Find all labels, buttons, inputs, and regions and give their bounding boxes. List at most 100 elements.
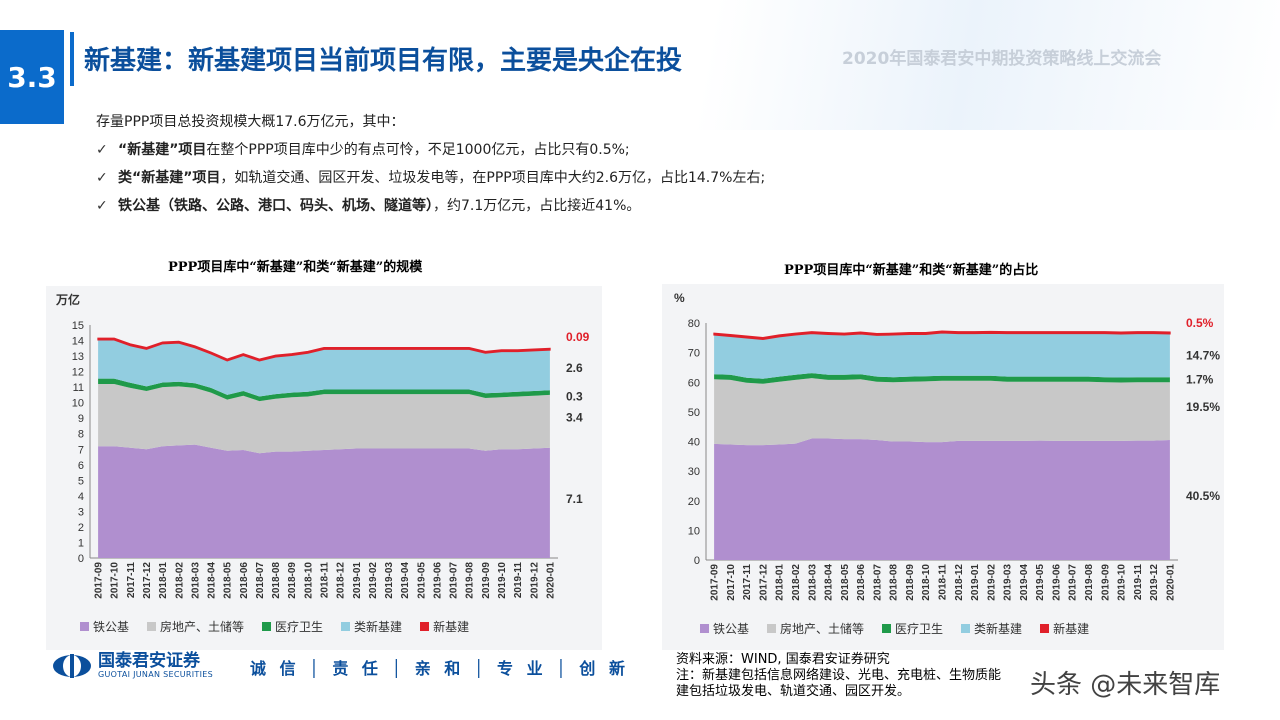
y-tick-label: 20 [688,496,700,508]
page-title: 新基建：新基建项目当前项目有限，主要是央企在投 [84,46,683,76]
x-tick-label: 2017-10 [726,564,737,601]
end-value-label: 0.09 [566,330,590,344]
legend-swatch-icon [147,622,157,631]
end-value-label: 19.5% [1186,400,1220,414]
y-tick-label: 14 [72,336,84,348]
bullet-list: 存量PPP项目总投资规模大概17.6万亿元，其中： ✓ “新基建”项目在整个PPP… [96,108,765,220]
end-value-label: 2.6 [566,361,583,375]
bullet-text: 在整个PPP项目库中少的有点可怜，不足1000亿元，占比只有0.5%; [206,142,630,158]
end-value-label: 40.5% [1186,489,1220,503]
x-tick-label: 2018-08 [271,562,282,599]
x-tick-label: 2017-09 [710,564,721,601]
x-tick-label: 2017-12 [758,564,769,601]
area-series-3 [714,332,1170,379]
x-tick-label: 2018-10 [303,562,314,599]
y-tick-label: 30 [688,466,700,478]
title-accent-bar [70,32,74,86]
end-value-label: 3.4 [566,410,583,424]
bullet-text: ，如轨道交通、园区开发、垃圾发电等，在PPP项目库中大约2.6万亿，占比14.7… [220,170,766,186]
y-tick-label: 0 [694,555,700,567]
y-tick-label: 11 [73,382,84,394]
x-tick-label: 2019-12 [529,562,540,599]
y-tick-label: 8 [78,429,84,441]
x-tick-label: 2019-09 [1100,564,1111,601]
legend-swatch-icon [700,624,709,633]
legend-label: 房地产、土储等 [780,622,865,636]
chart-panel-share: 0 10 20 30 40 50 60 70 80% 2017-09 2017-10 2017-11 2… [662,284,1224,650]
source-line: 资料来源：WIND, 国泰君安证券研究 [676,652,890,667]
y-tick-label: 2 [78,522,84,534]
y-tick-label: 0 [78,553,84,565]
x-tick-label: 2018-05 [223,562,234,599]
x-tick-label: 2019-09 [481,562,492,599]
legend-item: 新基建 [1040,620,1089,637]
x-tick-label: 2018-06 [856,564,867,601]
legend-label: 新基建 [1053,622,1090,636]
chart-panel-scale: 0 1 2 3 4 5 6 7 8 9 10 11 12 13 14 15 万亿 2017-09 2017-10 20… [46,286,602,650]
x-tick-label: 2019-03 [1003,564,1014,601]
section-number-badge: 3.3 [0,30,64,124]
x-tick-label: 2019-06 [1051,564,1062,601]
y-tick-label: 50 [688,407,700,419]
legend-item: 类新基建 [341,618,402,635]
x-tick-label: 2018-11 [938,564,949,601]
legend-swatch-icon [262,622,272,631]
x-tick-label: 2018-01 [775,564,786,601]
chart-title-share: PPP项目库中“新基建”和类“新基建”的占比 [784,263,1039,278]
x-tick-label: 2018-04 [207,562,218,599]
legend-label: 类新基建 [354,620,403,634]
x-tick-label: 2018-05 [840,564,851,601]
x-tick-label: 2019-05 [1035,564,1046,601]
y-tick-label: 13 [72,351,84,363]
y-tick-label: 12 [72,367,84,379]
x-tick-label: 2018-04 [824,564,835,601]
x-tick-label: 2019-04 [1019,564,1030,601]
legend-label: 医疗卫生 [895,622,944,636]
legend-item: 铁公基 [700,620,749,637]
x-tick-label: 2019-02 [368,562,379,599]
legend-swatch-icon [341,622,351,631]
x-tick-label: 2017-11 [742,564,753,601]
legend-swatch-icon [1040,624,1050,633]
end-value-label: 0.5% [1186,316,1214,330]
area-series-2 [714,373,1170,384]
legend-swatch-icon [882,624,892,633]
share-area-chart: 0 10 20 30 40 50 60 70 80% 2017-09 2017-10 2017-11 2… [674,291,1220,601]
legend-label: 铁公基 [713,622,750,636]
legend-item: 新基建 [420,618,469,635]
y-tick-label: 9 [78,413,84,425]
legend-swatch-icon [767,624,777,633]
y-tick-label: 40 [688,437,700,449]
watermark: 头条 @未来智库 [1030,670,1221,700]
legend-share: 铁公基 房地产、土储等 医疗卫生 类新基建 新基建 [700,620,1089,637]
x-tick-label: 2018-08 [889,564,900,601]
legend-swatch-icon [80,622,89,631]
area-series-1 [98,384,550,454]
legend-item: 类新基建 [961,620,1022,637]
end-value-label: 0.3 [566,390,583,404]
x-tick-label: 2018-03 [190,562,201,599]
logo-name-en: GUOTAI JUNAN SECURITIES [98,670,213,679]
legend-item: 医疗卫生 [882,620,943,637]
x-tick-label: 2018-09 [287,562,298,599]
x-tick-label: 2019-11 [513,562,524,599]
x-tick-label: 2017-09 [94,562,105,599]
legend-label: 铁公基 [93,620,130,634]
x-tick-label: 2020-01 [1165,564,1176,601]
x-tick-label: 2019-10 [497,562,508,599]
x-tick-label: 2019-07 [1068,564,1079,601]
x-tick-label: 2018-12 [954,564,965,601]
area-series-4 [713,330,1171,341]
legend-swatch-icon [961,624,971,633]
end-value-label: 1.7% [1186,373,1214,387]
x-tick-label: 2017-10 [110,562,121,599]
legend-label: 类新基建 [974,622,1023,636]
bullet-item: ✓ 类“新基建”项目，如轨道交通、园区开发、垃圾发电等，在PPP项目库中大约2.6… [96,164,765,192]
x-tick-label: 2019-02 [986,564,997,601]
bullet-bold: 类“新基建”项目 [118,170,221,186]
x-tick-label: 2019-10 [1117,564,1128,601]
legend-item: 铁公基 [80,618,129,635]
area-series-0 [714,438,1170,560]
conference-title: 2020年国泰君安中期投资策略线上交流会 [842,49,1162,69]
